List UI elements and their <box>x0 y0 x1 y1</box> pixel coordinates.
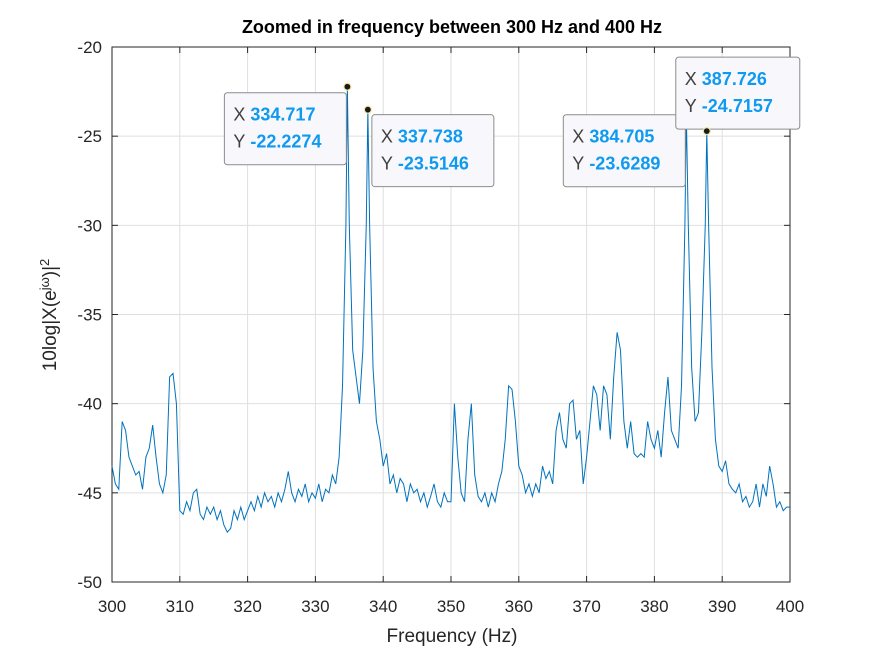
datatip-axis-label: X <box>381 127 393 147</box>
datatip-value: -24.7157 <box>702 96 773 116</box>
x-tick-label: 350 <box>437 597 465 616</box>
datatip-value: -23.5146 <box>398 154 469 174</box>
datatip-marker <box>702 126 711 136</box>
spectrum-line <box>111 86 790 533</box>
y-tick-label: -35 <box>77 306 102 325</box>
datatip-value: 334.717 <box>250 105 315 125</box>
datatip-text: Y -22.2274 <box>233 132 321 152</box>
y-axis-label: 10log|X(ejω)|2 <box>37 259 62 372</box>
datatip-value: -23.6289 <box>589 154 660 174</box>
x-tick-label: 390 <box>708 597 736 616</box>
datatip-text: X 387.726 <box>685 69 767 89</box>
x-tick-label: 380 <box>640 597 668 616</box>
datatip-axis-label: Y <box>572 154 584 174</box>
x-axis-label: Frequency (Hz) <box>387 626 518 647</box>
x-tick-label: 360 <box>505 597 533 616</box>
y-axis-label-part: 10log|X(e <box>40 290 61 371</box>
y-tick-label: -20 <box>77 38 102 57</box>
datatip-axis-label: Y <box>685 96 697 116</box>
x-tick-label: 330 <box>301 597 329 616</box>
datatip-marker <box>363 105 372 114</box>
axes-box <box>111 46 791 583</box>
datatip-value: 384.705 <box>589 127 654 147</box>
datatip-text: X 334.717 <box>233 105 315 125</box>
datatip-box <box>223 92 347 166</box>
y-tick-label: -50 <box>77 573 102 592</box>
datatip-value: 387.726 <box>702 69 767 89</box>
datatip-axis-label: Y <box>233 132 245 152</box>
x-tick-label: 370 <box>572 597 600 616</box>
datatip-text: X 337.738 <box>381 127 463 147</box>
datatip-value: 337.738 <box>398 127 463 147</box>
datatip-axis-label: X <box>233 105 245 125</box>
y-tick-label: -40 <box>77 395 102 414</box>
x-tick-label: 300 <box>98 597 126 616</box>
datatip-text: Y -23.6289 <box>572 154 660 174</box>
datatip-axis-label: X <box>572 127 584 147</box>
y-axis-label-part: jω <box>37 277 52 291</box>
chart-title: Zoomed in frequency between 300 Hz and 4… <box>242 17 662 37</box>
datatip-text: Y -23.5146 <box>381 154 469 174</box>
x-tick-label: 340 <box>369 597 397 616</box>
datatip-marker <box>343 82 352 91</box>
x-tick-label: 320 <box>233 597 261 616</box>
datatip-text: X 384.705 <box>572 127 654 147</box>
y-axis-label-part: 2 <box>37 259 52 266</box>
y-tick-label: -30 <box>77 216 102 235</box>
y-axis-label-part: )| <box>40 266 61 277</box>
x-tick-label: 400 <box>776 597 804 616</box>
datatip-value: -22.2274 <box>250 132 321 152</box>
datatip-text: Y -24.7157 <box>685 96 773 116</box>
datatip-axis-label: Y <box>381 154 393 174</box>
y-tick-label: -45 <box>77 484 102 503</box>
datatip-box <box>562 114 686 188</box>
datatip-box <box>675 56 801 130</box>
datatip-axis-label: X <box>685 69 697 89</box>
datatip-box <box>371 114 495 188</box>
y-tick-label: -25 <box>77 127 102 146</box>
x-tick-label: 310 <box>166 597 194 616</box>
